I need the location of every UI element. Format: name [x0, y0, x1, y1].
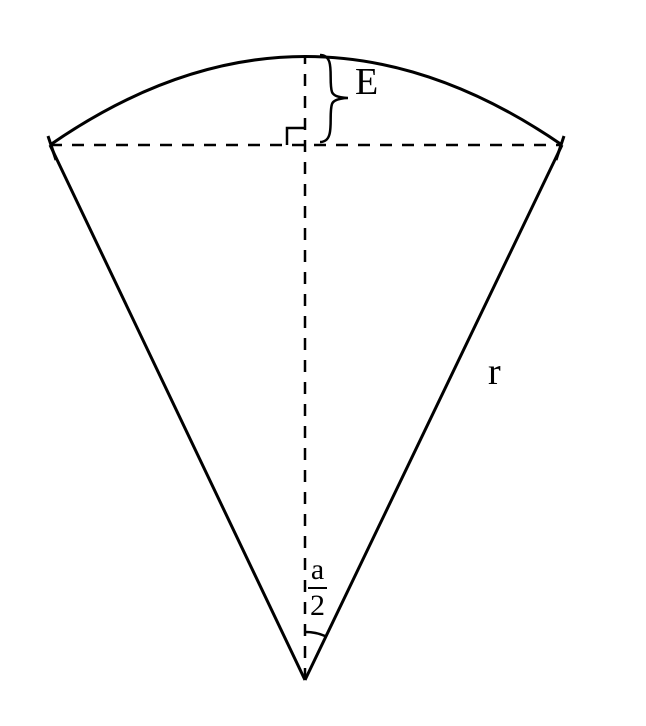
tick-right — [556, 136, 564, 160]
label-radius-r: r — [488, 350, 501, 394]
sagitta-brace — [320, 55, 348, 142]
radius-left — [50, 145, 305, 680]
half-angle-arc — [305, 632, 325, 636]
right-angle-marker — [287, 128, 305, 145]
tick-left — [48, 136, 56, 160]
radius-right — [305, 145, 562, 680]
sector-diagram: E r a 2 — [0, 0, 646, 726]
half-angle-denominator: 2 — [308, 591, 327, 621]
half-angle-numerator: a — [309, 555, 326, 585]
label-sagitta-E: E — [355, 60, 378, 104]
label-half-angle: a 2 — [308, 555, 327, 621]
